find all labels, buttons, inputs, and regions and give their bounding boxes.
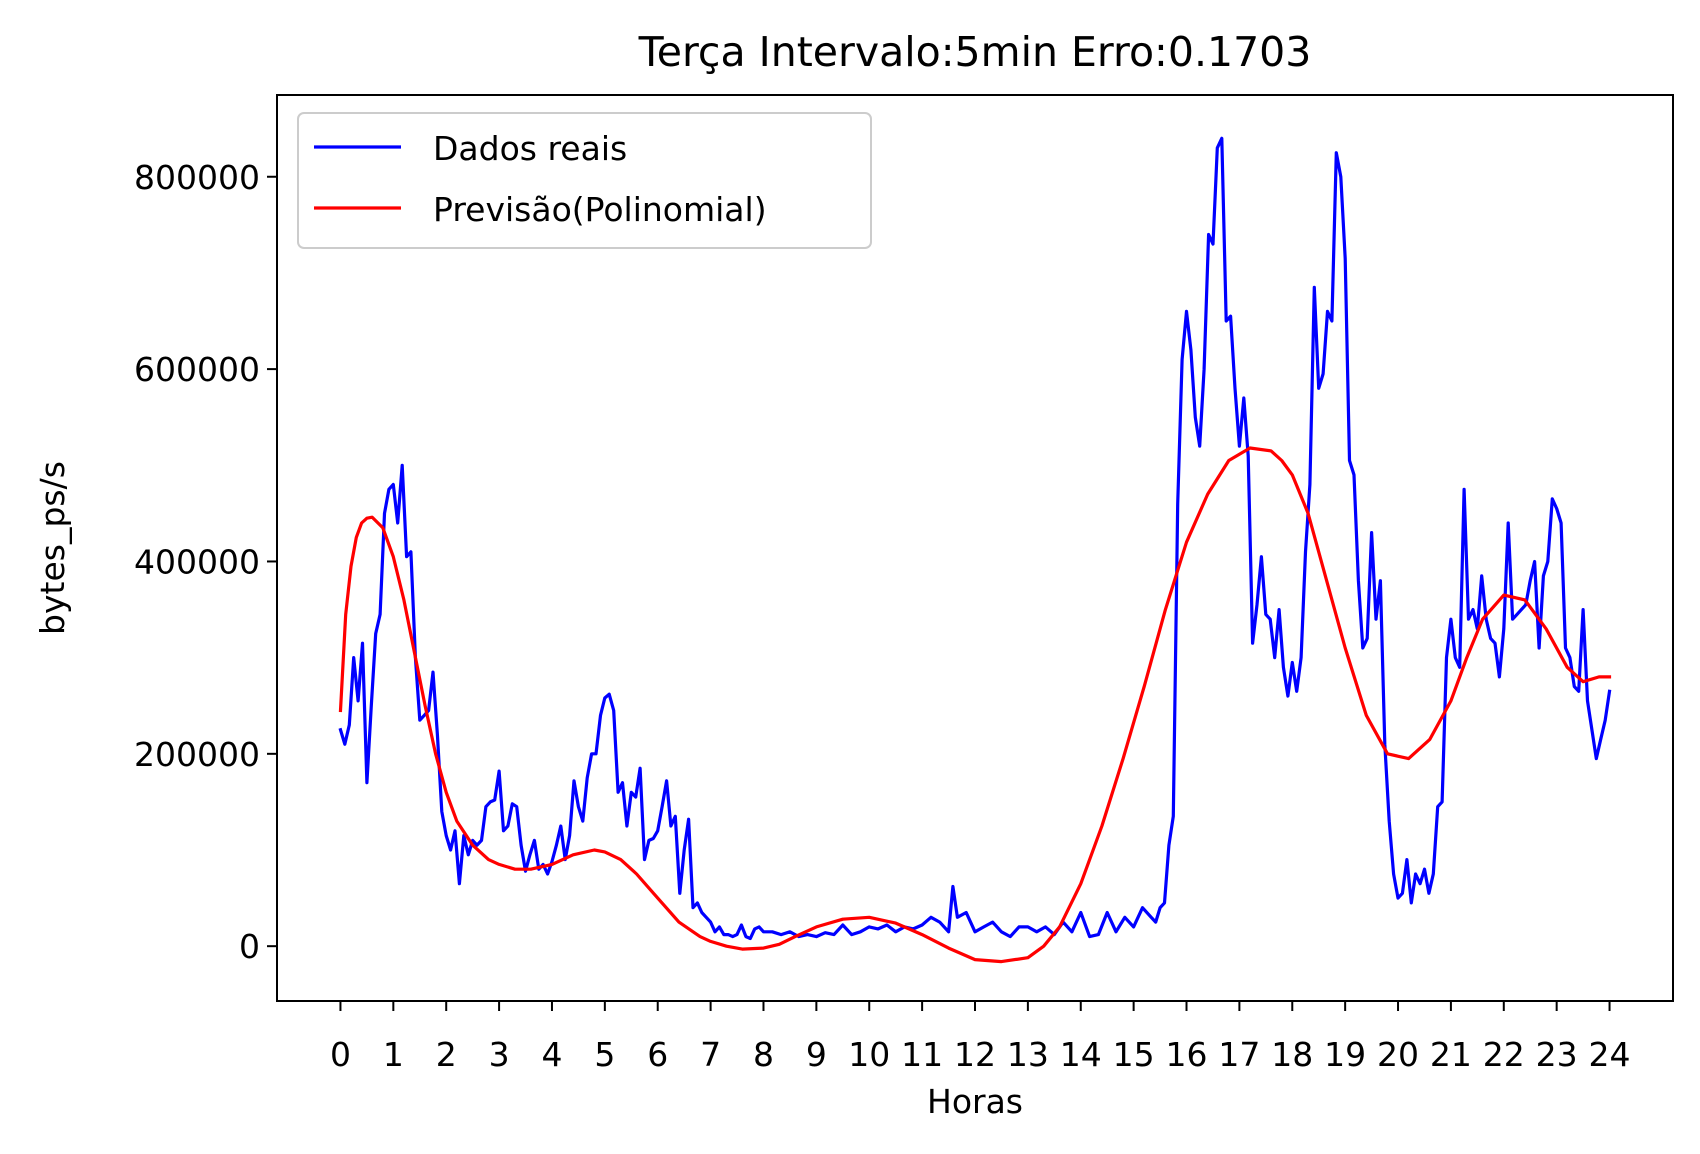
series-layer xyxy=(338,136,1612,964)
x-tick-label: 19 xyxy=(1324,1035,1366,1074)
series-line-0 xyxy=(338,136,1612,941)
x-tick-label: 6 xyxy=(647,1035,668,1074)
x-tick-label: 1 xyxy=(383,1035,404,1074)
y-tick-label: 800000 xyxy=(134,158,260,197)
x-tick-label: 20 xyxy=(1377,1035,1419,1074)
x-tick-label: 14 xyxy=(1060,1035,1102,1074)
x-tick-label: 22 xyxy=(1483,1035,1525,1074)
x-axis: 0 1 2 3 4 5 6 7 8 9 10 11 12 13 14 15 16 17 18 19 20 21 22 23 24 xyxy=(330,1001,1631,1074)
y-tick-label: 600000 xyxy=(134,350,260,389)
x-tick-label: 21 xyxy=(1430,1035,1472,1074)
x-axis-label: Horas xyxy=(927,1082,1023,1121)
x-tick-label: 2 xyxy=(436,1035,457,1074)
x-tick-label: 5 xyxy=(594,1035,615,1074)
legend: Dados reais Previsão(Polinomial) xyxy=(297,112,872,249)
y-axis: 0 200000 400000 600000 800000 xyxy=(134,158,277,966)
x-tick-label: 4 xyxy=(541,1035,562,1074)
x-tick-label: 12 xyxy=(954,1035,996,1074)
x-tick-label: 17 xyxy=(1218,1035,1260,1074)
x-tick-label: 7 xyxy=(700,1035,721,1074)
y-tick-label: 200000 xyxy=(134,735,260,774)
x-tick-label: 8 xyxy=(753,1035,774,1074)
series-line-1 xyxy=(338,446,1612,964)
y-axis-label: bytes_ps/s xyxy=(33,461,72,635)
x-tick-label: 13 xyxy=(1007,1035,1049,1074)
legend-label-dados-reais: Dados reais xyxy=(433,129,627,168)
x-tick-label: 18 xyxy=(1271,1035,1313,1074)
legend-label-previsao-polinomial: Previsão(Polinomial) xyxy=(433,190,767,229)
x-tick-label: 3 xyxy=(489,1035,510,1074)
x-tick-label: 24 xyxy=(1589,1035,1631,1074)
y-tick-label: 400000 xyxy=(134,542,260,581)
x-tick-label: 9 xyxy=(806,1035,827,1074)
x-tick-label: 16 xyxy=(1166,1035,1208,1074)
x-tick-label: 23 xyxy=(1536,1035,1578,1074)
x-tick-label: 11 xyxy=(901,1035,943,1074)
x-tick-label: 0 xyxy=(330,1035,351,1074)
chart-title: Terça Intervalo:5min Erro:0.1703 xyxy=(638,28,1312,76)
legend-box xyxy=(297,112,872,249)
y-tick-label: 0 xyxy=(239,927,260,966)
x-tick-label: 10 xyxy=(848,1035,890,1074)
x-tick-label: 15 xyxy=(1113,1035,1155,1074)
